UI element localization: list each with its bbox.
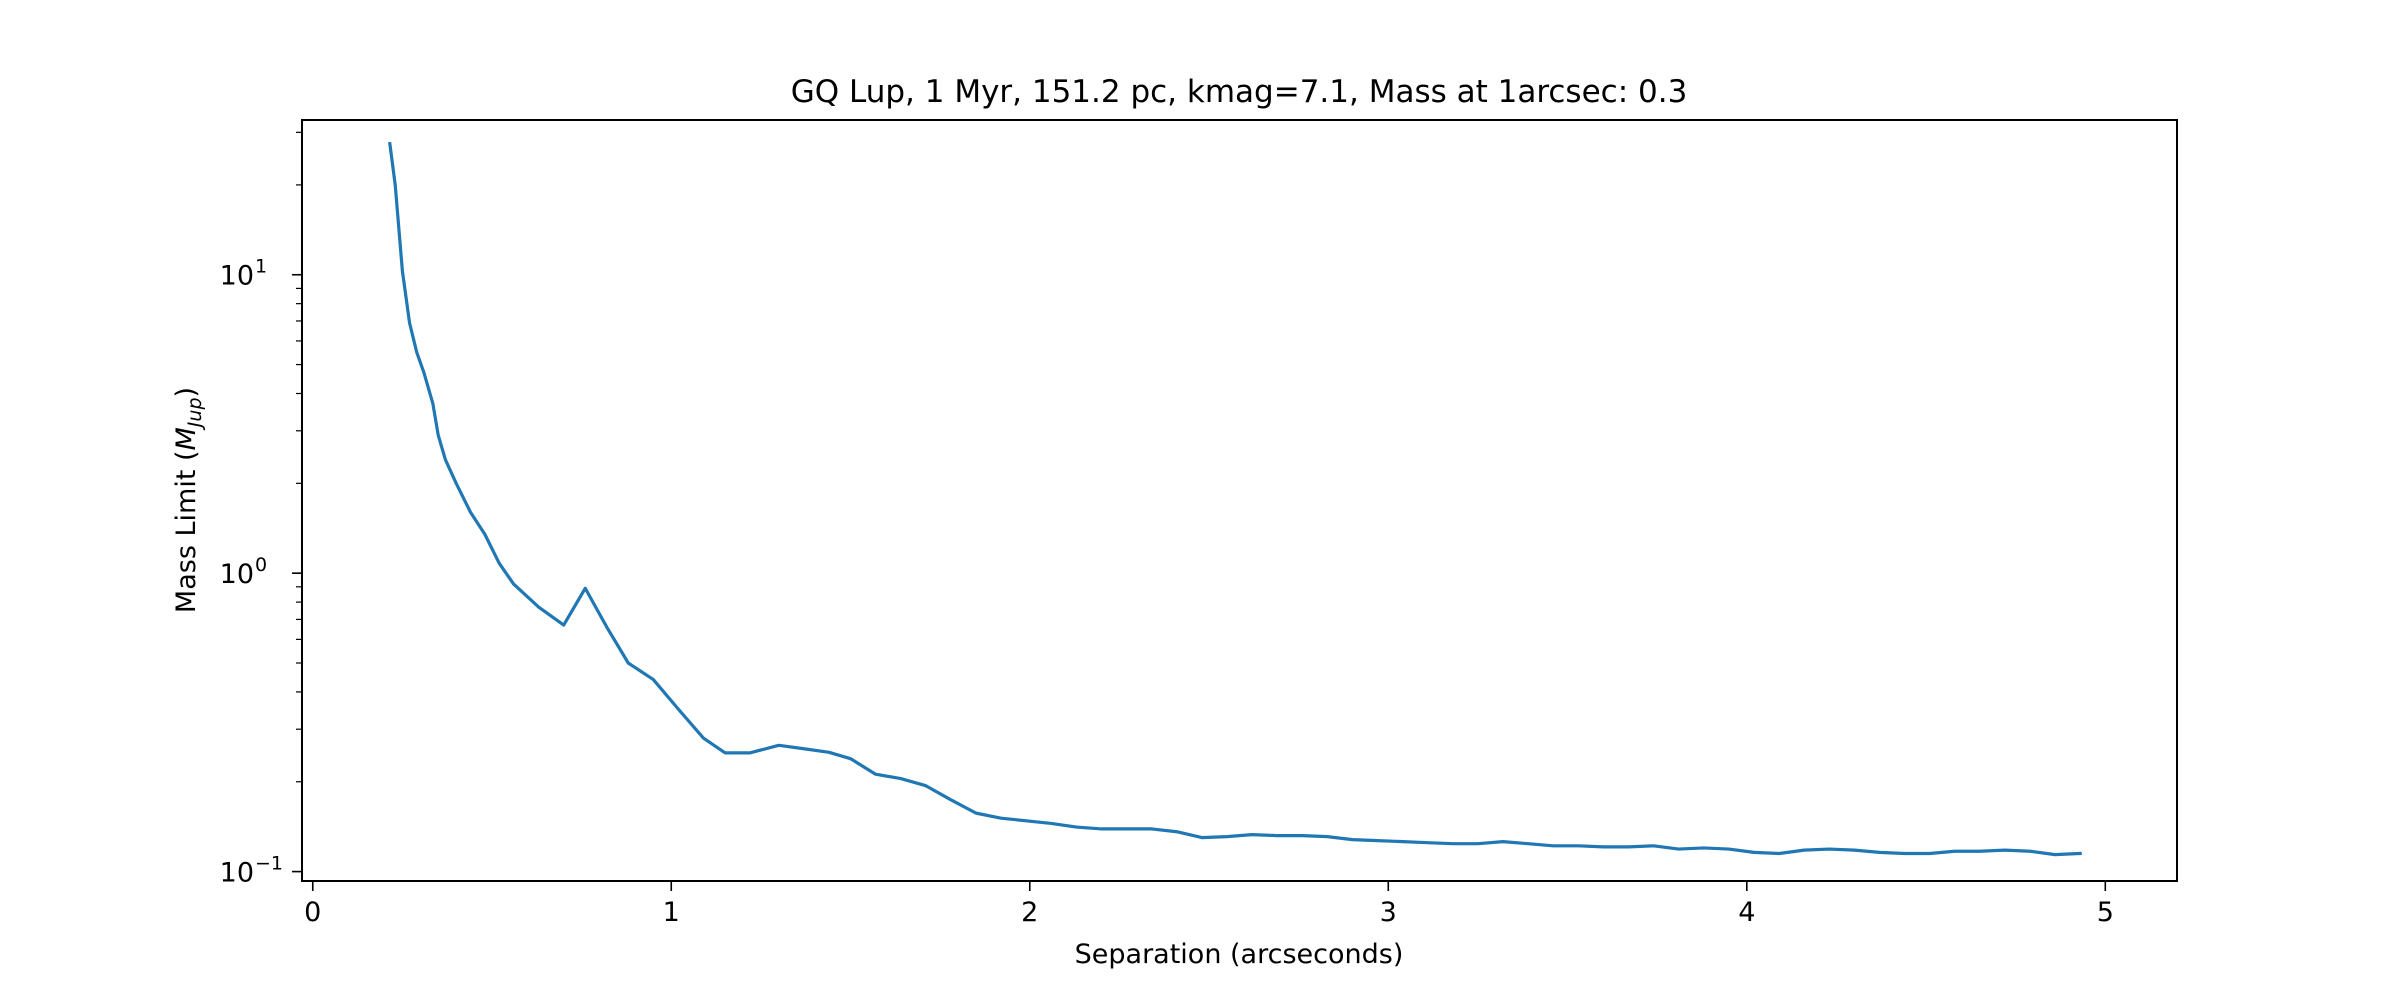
y-tick-exponent: 1 bbox=[255, 256, 267, 278]
y-tick-label: 10 bbox=[220, 858, 254, 889]
y-axis-label-subscript: Jup bbox=[184, 397, 206, 431]
x-tick-label: 1 bbox=[663, 897, 680, 928]
plot-area bbox=[301, 119, 2178, 882]
y-tick-exponent: 0 bbox=[255, 554, 267, 576]
y-tick-exponent: −1 bbox=[255, 853, 283, 875]
chart-title: GQ Lup, 1 Myr, 151.2 pc, kmag=7.1, Mass … bbox=[791, 74, 1688, 110]
x-tick-label: 2 bbox=[1021, 897, 1038, 928]
y-tick-label: 10 bbox=[220, 261, 254, 292]
y-tick-label: 10 bbox=[220, 559, 254, 590]
x-tick-label: 3 bbox=[1380, 897, 1397, 928]
x-tick-label: 0 bbox=[304, 897, 321, 928]
x-axis-ticks: 0 1 2 3 4 5 bbox=[304, 881, 2114, 928]
y-axis-label: Mass Limit (MJup) bbox=[171, 387, 206, 613]
x-tick-label: 5 bbox=[2097, 897, 2114, 928]
x-axis-label: Separation (arcseconds) bbox=[1075, 939, 1404, 970]
y-axis-label-text: Mass Limit ( bbox=[171, 450, 202, 613]
axes-frame bbox=[301, 119, 2178, 882]
y-axis-label-suffix: ) bbox=[171, 387, 202, 398]
y-axis-label-symbol: M bbox=[171, 427, 202, 450]
mass-limit-series-line bbox=[388, 141, 2082, 857]
x-tick-label: 4 bbox=[1738, 897, 1755, 928]
